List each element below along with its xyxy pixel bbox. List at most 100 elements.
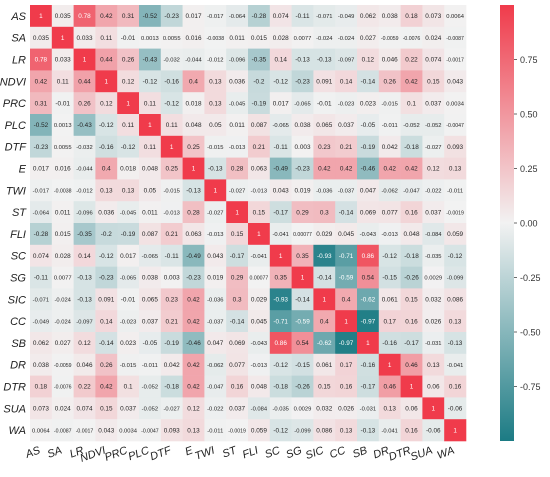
heatmap-cell (444, 114, 467, 137)
heatmap-cell (95, 135, 118, 158)
heatmap-cell (400, 353, 423, 376)
cell-value-label: -0.037 (207, 319, 223, 325)
cell-value-label: 0.091 (316, 79, 332, 86)
heatmap-cell (117, 135, 140, 158)
cell-value-label: 0.13 (100, 188, 113, 195)
cell-value-label: 0.13 (383, 406, 396, 413)
cell-value-label: -0.064 (33, 210, 50, 216)
heatmap-cell (444, 157, 467, 180)
cell-value-label: -0.011 (207, 428, 223, 434)
cell-value-label: 0.026 (338, 406, 354, 413)
heatmap-cell (248, 92, 271, 115)
cell-value-label: -0.12 (273, 427, 288, 434)
heatmap-cell (139, 26, 162, 49)
heatmap-cell (51, 266, 74, 289)
heatmap-cell (204, 157, 227, 180)
cell-value-label: -0.97 (339, 340, 354, 347)
cell-value-label: 0.15 (405, 297, 418, 304)
heatmap-cell (248, 353, 271, 376)
cell-value-label: 0.047 (360, 188, 376, 195)
heatmap-cell (400, 135, 423, 158)
cell-value-label: -0.71 (273, 318, 288, 325)
cell-value-label: 0.16 (405, 209, 418, 216)
cell-value-label: -0.0076 (403, 36, 421, 42)
heatmap-cell (139, 179, 162, 202)
heatmap-cell (117, 353, 140, 376)
cell-value-label: 0.032 (316, 406, 332, 413)
heatmap-cell (248, 266, 271, 289)
heatmap-cell (95, 92, 118, 115)
heatmap-cell (95, 48, 118, 71)
y-tick-label: DTF (5, 142, 28, 154)
heatmap-cell (30, 92, 53, 115)
heatmap-cell (73, 70, 96, 93)
heatmap-cell (117, 288, 140, 311)
cell-value-label: -0.14 (339, 209, 354, 216)
y-tick-label: DTR (3, 382, 26, 394)
cell-value-label: 0.0029 (424, 276, 442, 282)
heatmap-cell (400, 5, 423, 28)
cell-value-label: -0.0087 (54, 428, 72, 434)
cell-value-label: -0.12 (121, 144, 136, 151)
heatmap-cell (335, 92, 358, 115)
heatmap-cell (95, 266, 118, 289)
heatmap-cell (335, 48, 358, 71)
heatmap-cell (30, 397, 53, 420)
cell-value-label: -0.022 (207, 407, 223, 413)
heatmap-cell (139, 375, 162, 398)
cell-value-label: 0.077 (382, 209, 398, 216)
cell-value-label: -0.12 (143, 79, 158, 86)
cell-value-label: -0.062 (381, 189, 397, 195)
cell-value-label: 1 (61, 35, 65, 42)
cell-value-label: 0.78 (35, 57, 48, 64)
cell-value-label: -0.28 (252, 13, 267, 20)
heatmap-cell (226, 70, 249, 93)
heatmap-cell (73, 244, 96, 267)
cell-value-label: -0.13 (448, 340, 463, 347)
cell-value-label: 0.12 (122, 79, 135, 86)
cell-value-label: 0.011 (229, 35, 245, 42)
cell-value-label: 0.043 (207, 253, 223, 260)
y-tick-label: CC (10, 316, 26, 328)
heatmap-cell (30, 5, 53, 28)
cell-value-label: -0.052 (142, 385, 158, 391)
heatmap-cell (182, 135, 205, 158)
heatmap-cell (444, 419, 467, 442)
heatmap-cell (269, 419, 292, 442)
cell-value-label: 0.035 (33, 35, 49, 42)
cell-value-label: 0.019 (207, 275, 223, 282)
heatmap-cell (313, 48, 336, 71)
cell-value-label: -0.024 (338, 36, 355, 42)
heatmap-cell (73, 135, 96, 158)
heatmap-cell (335, 288, 358, 311)
cell-value-label: 1 (192, 166, 196, 173)
cell-value-label: -0.013 (251, 189, 267, 195)
heatmap-cell (444, 26, 467, 49)
heatmap-cell (30, 70, 53, 93)
cell-value-label: -0.18 (404, 253, 419, 260)
heatmap-cell (313, 244, 336, 267)
cell-value-label: 0.047 (207, 340, 223, 347)
cell-value-label: -0.0047 (141, 428, 159, 434)
heatmap-cell (30, 244, 53, 267)
cell-value-label: 0.043 (447, 79, 463, 86)
cell-value-label: -0.62 (361, 297, 376, 304)
cell-value-label: 0.087 (142, 231, 158, 238)
cell-value-label: 0.42 (35, 79, 48, 86)
heatmap-cell (422, 92, 445, 115)
cell-value-label: 0.0055 (54, 145, 72, 151)
cell-value-label: 0.29 (296, 209, 309, 216)
cell-value-label: 0.06 (427, 384, 440, 391)
cell-value-label: -0.46 (186, 340, 201, 347)
y-tick-label: SIC (8, 294, 26, 306)
cell-value-label: 0.42 (187, 384, 200, 391)
heatmap-cell (357, 201, 380, 224)
cell-value-label: 1 (39, 13, 43, 20)
cell-value-label: 0.21 (165, 318, 178, 325)
heatmap-cell (378, 223, 401, 246)
heatmap-cell (160, 114, 183, 137)
heatmap-cell (226, 223, 249, 246)
y-tick-label: ST (12, 207, 27, 219)
heatmap-cell (95, 310, 118, 333)
x-tick-label: SG (284, 444, 303, 461)
